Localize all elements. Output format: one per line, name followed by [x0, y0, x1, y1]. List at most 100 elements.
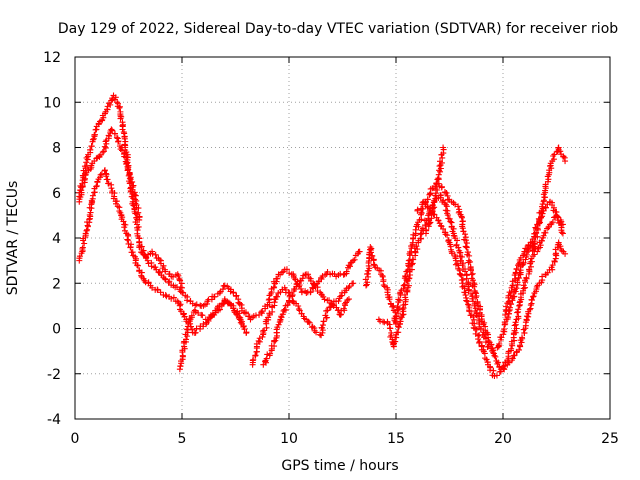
data-point-interp [115, 138, 122, 145]
data-point [463, 275, 470, 282]
y-tick-label: 6 [52, 186, 61, 202]
data-point-interp [138, 272, 145, 279]
data-point-interp [493, 372, 500, 379]
data-point-interp [274, 293, 281, 300]
data-point-interp [501, 366, 508, 373]
data-point-interp [132, 192, 139, 199]
data-point-interp [341, 300, 348, 307]
data-point-interp [433, 180, 440, 187]
data-point-interp [539, 273, 546, 280]
data-point-interp [393, 313, 400, 320]
data-point-interp [369, 252, 376, 259]
data-point-interp [418, 205, 425, 212]
data-point-interp [502, 303, 509, 310]
data-point [108, 185, 115, 192]
data-point-interp [156, 257, 163, 264]
data-point-interp [509, 355, 516, 362]
data-point-interp [85, 166, 92, 173]
data-point-interp [531, 230, 538, 237]
data-point-interp [109, 95, 116, 102]
data-point [491, 352, 498, 359]
data-point-interp [162, 276, 169, 283]
data-point [179, 284, 185, 291]
data-point-interp [380, 282, 387, 289]
data-point-interp [235, 299, 242, 306]
data-point-interp [134, 262, 141, 269]
data-point-interp [305, 271, 312, 278]
data-point-interp [193, 301, 200, 308]
data-point-interp [81, 176, 88, 183]
data-point-interp [395, 329, 402, 336]
data-point-interp [89, 136, 96, 143]
data-point-interp [513, 325, 520, 332]
y-tick-label: -4 [47, 412, 61, 428]
data-point-interp [455, 244, 462, 251]
data-point-interp [414, 206, 421, 213]
data-point-interp [97, 171, 104, 178]
data-point-interp [549, 262, 556, 269]
data-point-interp [180, 310, 187, 317]
data-point-interp [199, 312, 206, 319]
data-point-interp [434, 187, 441, 194]
data-point-interp [395, 324, 402, 331]
data-point-interp [387, 325, 394, 332]
data-point-interp [464, 249, 471, 256]
data-point-interp [472, 305, 479, 312]
data-point [562, 158, 569, 165]
data-point-interp [444, 232, 451, 239]
y-tick-label: 10 [43, 95, 61, 111]
data-point-interp [533, 225, 540, 232]
data-point-interp [266, 310, 273, 317]
data-point-interp [414, 246, 421, 253]
data-point-interp [511, 322, 518, 329]
data-point-interp [263, 355, 270, 362]
data-point-interp [485, 343, 492, 350]
data-point [440, 225, 447, 232]
data-point-interp [180, 289, 187, 296]
data-point-interp [297, 285, 304, 292]
y-tick-label: 8 [52, 141, 61, 157]
data-point-interp [128, 179, 135, 186]
data-point [472, 289, 479, 296]
data-point-interp [78, 187, 85, 194]
data-point-interp [466, 286, 473, 293]
data-point-interp [386, 296, 393, 303]
data-point-interp [463, 297, 470, 304]
data-point-interp [335, 307, 342, 314]
data-point-interp [320, 318, 327, 325]
data-point-interp [490, 367, 497, 374]
data-point-interp [396, 297, 403, 304]
data-point-interp [464, 298, 471, 305]
data-point-interp [530, 293, 537, 300]
data-point [363, 282, 370, 289]
data-point-interp [407, 272, 414, 279]
data-point-interp [123, 161, 130, 168]
data-point-interp [237, 319, 244, 326]
data-point [324, 307, 331, 314]
data-point-interp [259, 328, 266, 335]
data-point [296, 307, 303, 314]
data-point-interp [93, 183, 100, 190]
data-point-interp [278, 269, 285, 276]
data-point-interp [114, 99, 121, 106]
data-point [502, 311, 509, 318]
data-point-interp [435, 217, 442, 224]
data-point-interp [444, 196, 451, 203]
x-tick-label: 10 [280, 431, 298, 447]
data-point-interp [525, 242, 532, 249]
data-point-interp [195, 310, 202, 317]
data-point-interp [79, 244, 86, 251]
data-point-interp [162, 268, 169, 275]
data-point [144, 257, 151, 264]
data-point [185, 320, 192, 327]
data-point-interp [396, 321, 403, 328]
data-point-interp [532, 224, 539, 231]
data-point-interp [285, 297, 292, 304]
y-tick-label: 2 [52, 276, 61, 292]
data-point-interp [163, 293, 170, 300]
data-point-interp [462, 231, 469, 238]
data-point-interp [286, 270, 293, 277]
data-point-interp [403, 288, 410, 295]
x-axis-label: GPS time / hours [281, 458, 398, 474]
data-point [455, 203, 462, 210]
